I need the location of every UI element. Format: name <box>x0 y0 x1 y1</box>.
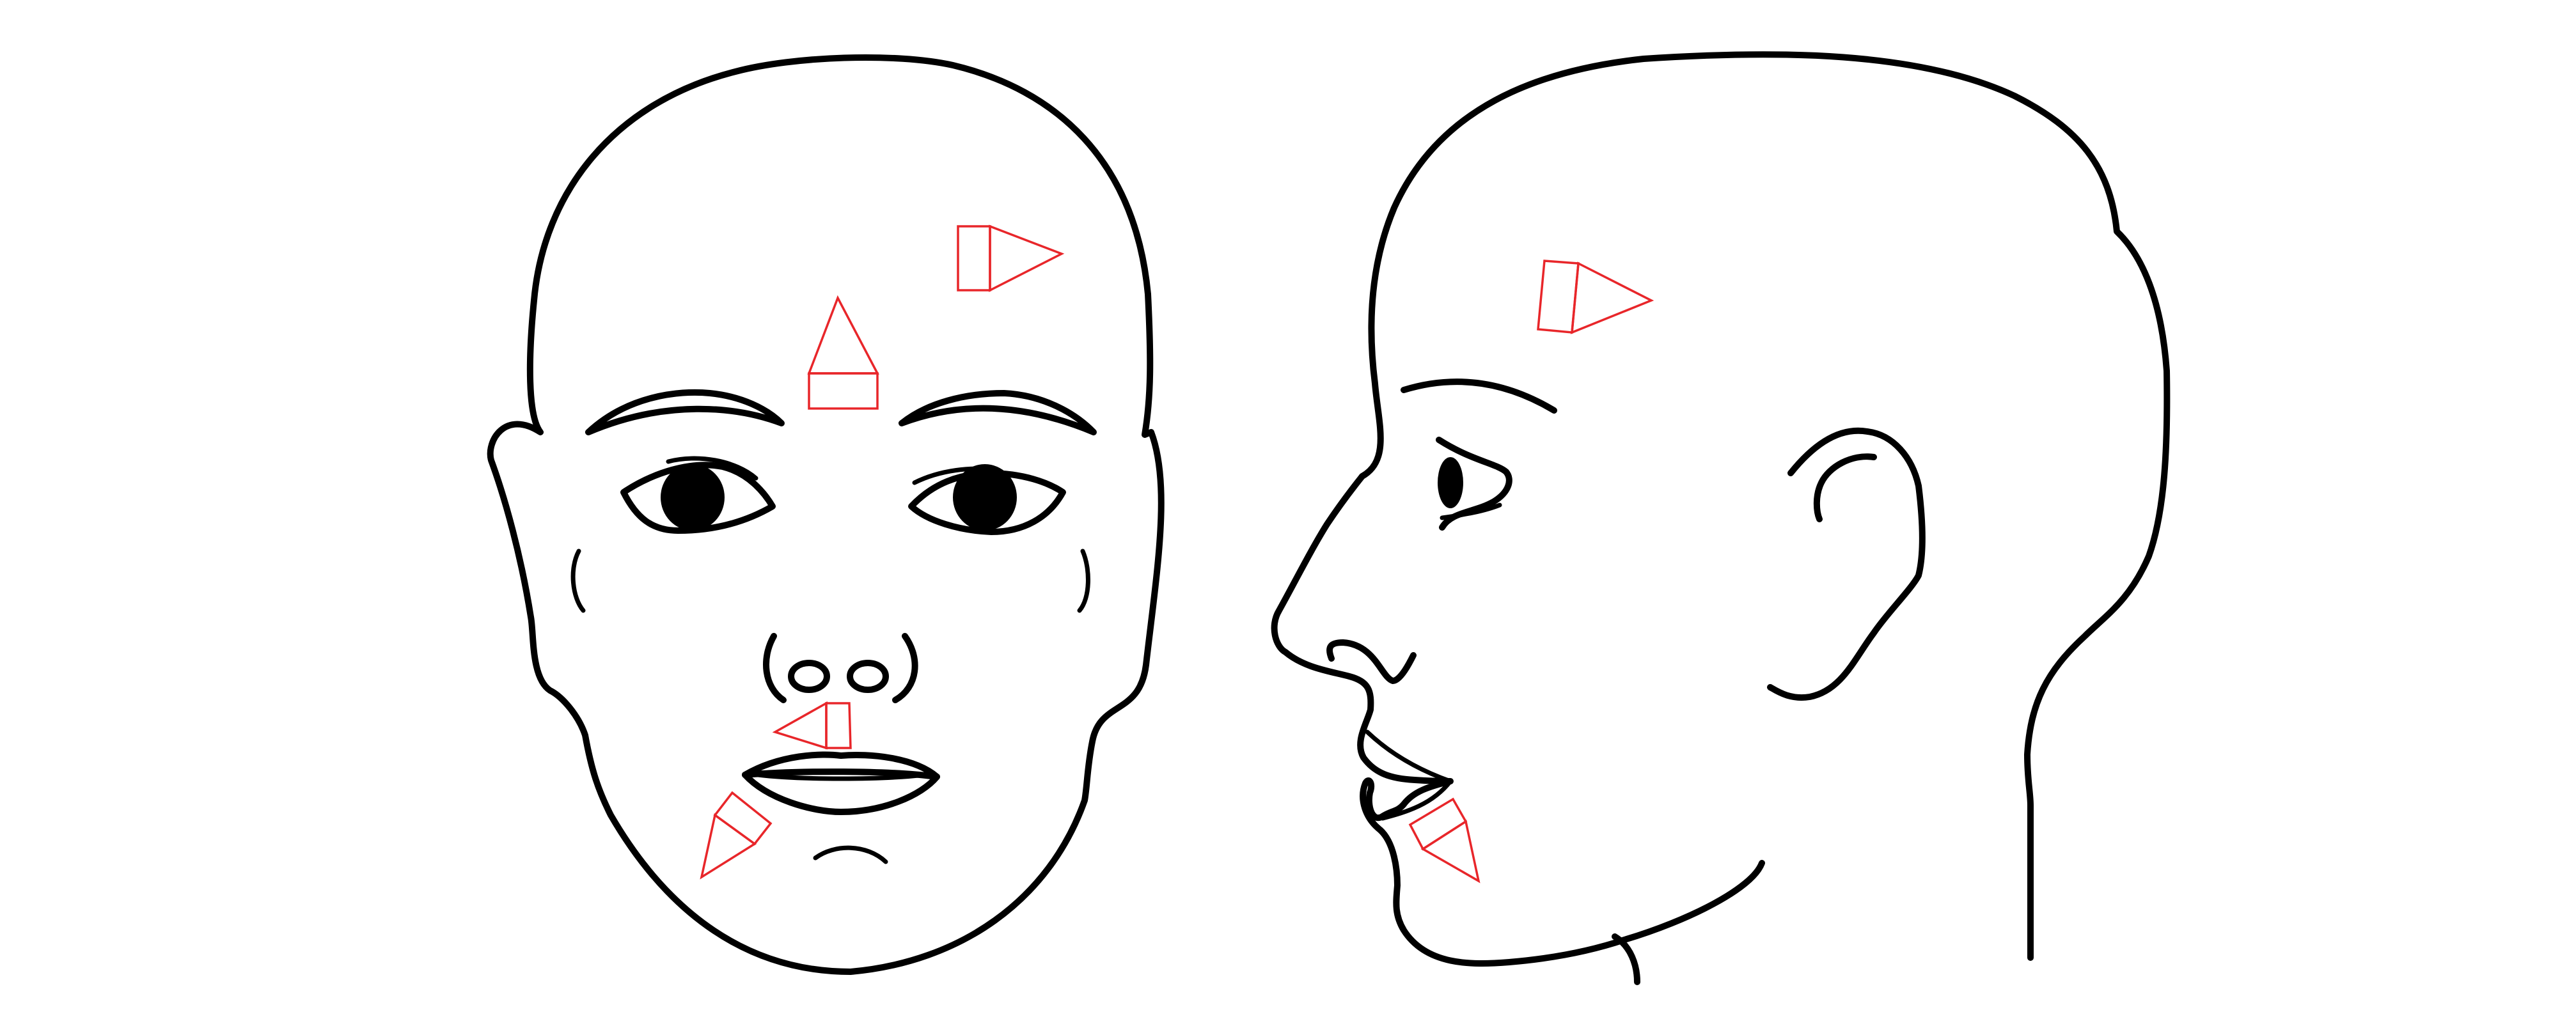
front-left-cheek-line <box>570 549 586 613</box>
front-view-face <box>487 54 1165 975</box>
side-upper-lip-line <box>1365 729 1453 784</box>
front-nose-left-wing <box>763 633 787 703</box>
front-lower-lip <box>742 772 940 815</box>
marker-triangle <box>772 701 828 750</box>
marker-triangle <box>1570 261 1654 334</box>
front-left-nostril <box>788 660 830 693</box>
side-marker-forehead <box>1537 260 1654 334</box>
front-lip-line <box>755 772 927 781</box>
marker-triangle <box>989 224 1065 292</box>
side-ear-outer <box>1767 427 1926 701</box>
front-upper-lip <box>742 751 940 780</box>
front-head-outline <box>487 54 1165 975</box>
front-marker-chin-left <box>700 791 773 880</box>
side-neck-front <box>1612 933 1640 985</box>
front-left-pupil <box>661 464 725 531</box>
side-eyebrow <box>1401 378 1557 414</box>
front-right-nostril <box>847 660 889 693</box>
front-chin-crease <box>813 845 888 864</box>
marker-rectangle <box>808 372 879 410</box>
side-pupil <box>1438 457 1463 508</box>
side-lower-lip <box>1380 779 1453 821</box>
front-marker-forehead-left <box>807 295 879 410</box>
front-right-eyelid-crease <box>912 466 997 485</box>
marker-triangle <box>1420 820 1480 884</box>
front-right-cheek-line <box>1077 549 1090 613</box>
marker-triangle <box>700 813 757 880</box>
side-nostril <box>1326 639 1417 684</box>
side-face-profile <box>1271 473 1765 967</box>
front-right-eyebrow <box>899 390 1097 435</box>
side-eye-lower-lid <box>1440 502 1502 520</box>
side-view-profile <box>1271 51 2171 985</box>
front-left-eyebrow <box>585 389 785 435</box>
front-left-eyelid-crease <box>666 456 758 481</box>
front-right-pupil <box>953 464 1017 531</box>
front-marker-forehead-right <box>957 224 1065 292</box>
front-marker-upper-lip <box>772 701 852 750</box>
front-nose-right-wing <box>892 633 918 703</box>
side-head-outline <box>1359 51 2171 961</box>
side-marker-chin <box>1408 797 1480 884</box>
side-ear-inner <box>1813 453 1877 522</box>
